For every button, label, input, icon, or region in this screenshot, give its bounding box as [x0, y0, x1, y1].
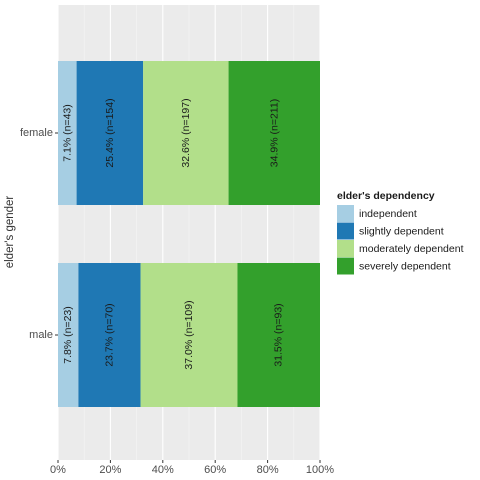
bar-segment [58, 263, 79, 407]
legend-swatch [337, 222, 354, 240]
x-tick-label: 40% [152, 464, 174, 476]
y-axis: female male [20, 127, 58, 341]
x-tick-label: 20% [99, 464, 121, 476]
y-axis-title: elder's gender [4, 196, 16, 269]
bar-segment [140, 263, 238, 407]
x-tick-label: 0% [50, 464, 66, 476]
y-tick-label: male [29, 329, 53, 341]
legend-label: slightly dependent [359, 226, 444, 238]
legend-label: severely dependent [359, 261, 451, 273]
bar-data-label: 31.5% (n=93) [273, 303, 285, 366]
bar-segment [237, 263, 320, 407]
x-tick-label: 60% [204, 464, 226, 476]
bar-labels: 7.1% (n=43) 25.4% (n=154) 32.6% (n=197) 34.… [61, 98, 284, 369]
bar-segment [143, 61, 229, 205]
legend: elder's dependency independent slightly d… [337, 190, 464, 275]
x-tick-label: 80% [257, 464, 279, 476]
bar-data-label: 34.9% (n=211) [268, 99, 280, 167]
bar-data-label: 25.4% (n=154) [104, 98, 116, 167]
x-tick-label: 100% [306, 464, 334, 476]
bars [58, 61, 320, 407]
x-axis: 0% 20% 40% 60% 80% 100% [50, 460, 334, 476]
legend-items: independent slightly dependent moderately … [337, 205, 464, 275]
legend-swatch [337, 257, 354, 275]
bar-data-label: 37.0% (n=109) [183, 300, 195, 369]
legend-swatch [337, 240, 354, 257]
bar-segment [78, 263, 141, 407]
bar-segment [228, 61, 320, 205]
bar-data-label: 7.8% (n=23) [62, 306, 74, 364]
bar-segment [76, 61, 144, 205]
y-tick-label: female [20, 127, 53, 139]
bar-data-label: 23.7% (n=70) [103, 303, 115, 366]
legend-label: independent [359, 208, 417, 220]
legend-swatch [337, 205, 354, 222]
bar-segment [58, 61, 77, 205]
bar-data-label: 32.6% (n=197) [180, 98, 192, 167]
bar-data-label: 7.1% (n=43) [61, 104, 73, 162]
legend-title: elder's dependency [337, 190, 435, 202]
legend-label: moderately dependent [359, 243, 464, 255]
